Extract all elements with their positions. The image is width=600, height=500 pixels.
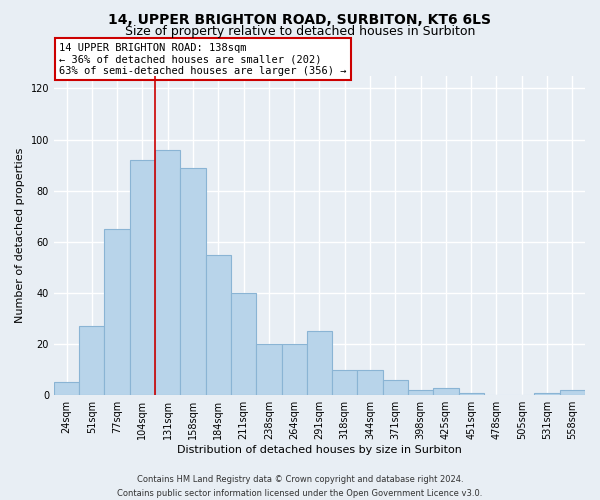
Bar xyxy=(206,254,231,395)
Text: Size of property relative to detached houses in Surbiton: Size of property relative to detached ho… xyxy=(125,25,475,38)
X-axis label: Distribution of detached houses by size in Surbiton: Distribution of detached houses by size … xyxy=(177,445,462,455)
Bar xyxy=(79,326,104,395)
Bar xyxy=(433,388,458,395)
Bar xyxy=(535,392,560,395)
Bar xyxy=(458,392,484,395)
Bar xyxy=(104,229,130,395)
Bar xyxy=(256,344,281,395)
Bar xyxy=(54,382,79,395)
Bar xyxy=(383,380,408,395)
Text: 14, UPPER BRIGHTON ROAD, SURBITON, KT6 6LS: 14, UPPER BRIGHTON ROAD, SURBITON, KT6 6… xyxy=(109,12,491,26)
Bar xyxy=(155,150,181,395)
Bar xyxy=(231,293,256,395)
Bar xyxy=(281,344,307,395)
Bar xyxy=(307,332,332,395)
Bar xyxy=(332,370,358,395)
Text: Contains HM Land Registry data © Crown copyright and database right 2024.
Contai: Contains HM Land Registry data © Crown c… xyxy=(118,476,482,498)
Text: 14 UPPER BRIGHTON ROAD: 138sqm
← 36% of detached houses are smaller (202)
63% of: 14 UPPER BRIGHTON ROAD: 138sqm ← 36% of … xyxy=(59,42,347,76)
Bar xyxy=(130,160,155,395)
Bar xyxy=(358,370,383,395)
Y-axis label: Number of detached properties: Number of detached properties xyxy=(15,148,25,323)
Bar xyxy=(560,390,585,395)
Bar xyxy=(181,168,206,395)
Bar xyxy=(408,390,433,395)
